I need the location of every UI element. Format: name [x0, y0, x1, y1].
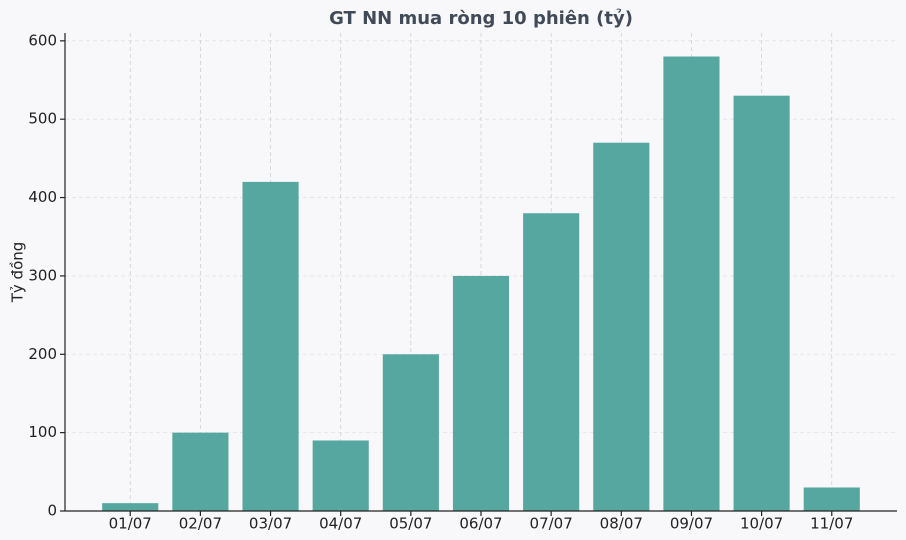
y-tick-label: 600: [28, 31, 57, 49]
x-tick-label: 06/07: [459, 515, 502, 533]
x-tick-label: 01/07: [109, 515, 152, 533]
x-tick-label: 04/07: [319, 515, 362, 533]
bar: [382, 354, 439, 511]
y-tick-label: 0: [47, 502, 57, 520]
x-tick-label: 11/07: [810, 515, 853, 533]
x-tick-label: 03/07: [249, 515, 292, 533]
chart-title: GT NN mua ròng 10 phiên (tỷ): [329, 8, 633, 29]
y-tick-label: 200: [28, 345, 57, 363]
bar: [803, 487, 860, 511]
x-tick-label: 09/07: [670, 515, 713, 533]
x-tick-label: 07/07: [530, 515, 573, 533]
bar: [733, 95, 790, 511]
bar: [663, 56, 720, 511]
x-tick-label: 08/07: [600, 515, 643, 533]
x-tick-label: 05/07: [389, 515, 432, 533]
bar: [523, 213, 580, 512]
bar: [312, 440, 369, 511]
y-tick-label: 300: [28, 266, 57, 284]
y-tick-label: 500: [28, 110, 57, 128]
x-tick-label: 10/07: [740, 515, 783, 533]
bar: [102, 503, 159, 511]
bar: [452, 275, 510, 511]
y-tick-label: 400: [28, 188, 57, 206]
x-tick-label: 02/07: [179, 515, 222, 533]
bar: [593, 142, 650, 511]
y-axis-label: Tỷ đồng: [9, 242, 27, 304]
bar: [172, 432, 229, 511]
y-tick-label: 100: [28, 423, 57, 441]
bar: [242, 181, 299, 511]
